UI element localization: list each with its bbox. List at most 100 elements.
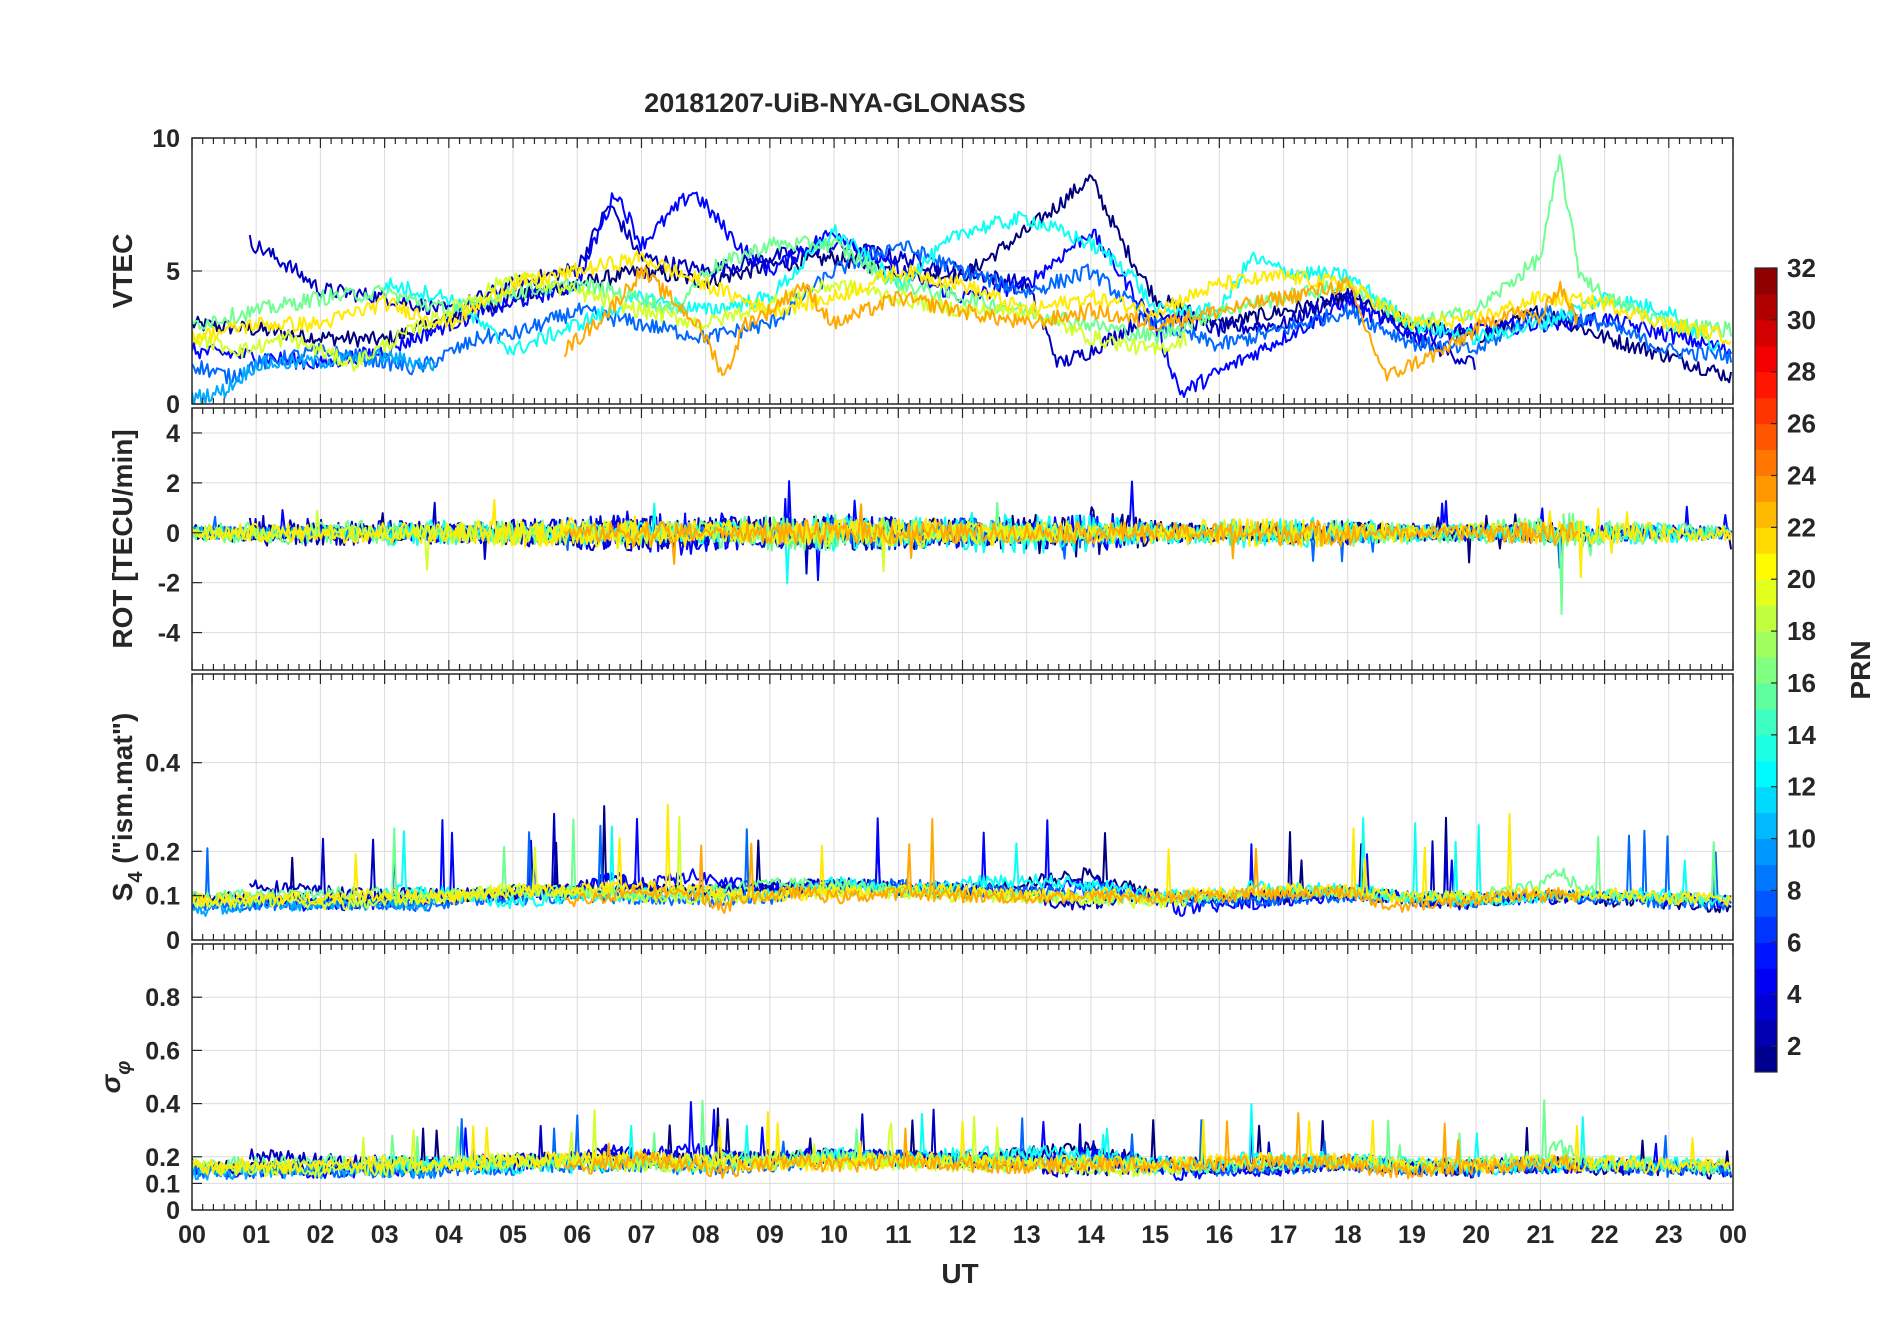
y-tick-label: -2 [158,570,180,598]
y-tick-label: 4 [166,420,180,448]
colorbar-tick-label: 32 [1787,253,1816,283]
colorbar-label: PRN [1845,640,1876,699]
colorbar-tick-label: 20 [1787,564,1816,594]
colorbar-segment [1755,319,1777,347]
colorbar-tick-label: 24 [1787,460,1816,490]
colorbar-segment [1755,838,1777,866]
colorbar-segment [1755,734,1777,762]
y-tick-label: 0 [166,1197,180,1225]
y-axis-label-main: σ [95,1073,126,1093]
x-tick-label: 13 [1013,1221,1041,1249]
x-axis-label: UT [941,1258,978,1289]
x-tick-label: 12 [949,1221,977,1249]
y-tick-label: 0.4 [145,1091,180,1119]
colorbar-tick-label: 26 [1787,409,1816,439]
series-line-prn-10 [192,348,436,404]
y-tick-label: 0.2 [145,1144,180,1172]
colorbar-frame [1754,267,1778,1073]
series-line-prn-13 [383,210,1721,356]
y-tick-label: 0 [166,391,180,419]
series-line-prn-23 [563,503,1579,565]
y-axis-label: VTEC [107,234,138,309]
series-group [192,480,1733,615]
y-tick-label: 10 [152,125,180,153]
colorbar-segment [1755,423,1777,451]
y-tick-label: 2 [166,470,180,498]
colorbar-tick-label: 12 [1787,772,1816,802]
x-tick-labels: 00 01 02 03 04 05 06 07 08 09 10 11 12 13 14 15 16 17 18 19… [178,1221,1747,1249]
colorbar-segment [1755,579,1777,606]
series-line-prn-21 [192,250,1732,345]
x-tick-label: 21 [1526,1221,1554,1249]
x-ticks [191,138,1734,404]
colorbar-segment [1755,553,1777,580]
y-tick-label: 0.1 [145,883,180,911]
x-ticks [191,944,1734,1210]
colorbar-segment [1755,682,1777,710]
x-tick-label: 14 [1077,1221,1105,1249]
x-ticks [191,674,1734,940]
colorbar-segment [1755,864,1777,891]
colorbar-segment [1755,631,1777,658]
colorbar-segment [1755,268,1777,295]
y-tick-label: 0.8 [145,984,180,1012]
x-tick-label: 01 [242,1221,270,1249]
y-tick-label: 0.1 [145,1170,180,1198]
x-tick-label: 00 [1719,1221,1747,1249]
x-tick-label: 18 [1334,1221,1362,1249]
colorbar-tick-label: 28 [1787,357,1816,387]
colorbar-segment [1755,293,1777,321]
x-tick-label: 08 [692,1221,720,1249]
series-line-prn-10 [192,1160,436,1181]
x-tick-label: 23 [1655,1221,1683,1249]
colorbar-tick-label: 10 [1787,824,1816,854]
colorbar-segment [1755,708,1777,736]
colorbar-segment [1755,605,1777,632]
series-line-prn-23 [564,818,1579,914]
colorbar-tick-label: 18 [1787,616,1816,646]
y-axis-label: S4 ("ism.mat") [107,713,147,902]
y-axis-label-sub: 4 [125,871,147,883]
series-line-prn-21 [192,1111,1732,1176]
chart-title: 20181207-UiB-NYA-GLONASS [644,88,1026,118]
y-tick-label: 0 [166,927,180,955]
series-line-prn-23 [563,1112,1579,1180]
x-tick-label: 02 [307,1221,335,1249]
colorbar-tick-label: 16 [1787,668,1816,698]
y-axis-label-sub: φ [113,1061,135,1075]
x-tick-label: 00 [178,1221,206,1249]
x-tick-label: 06 [563,1221,591,1249]
x-tick-label: 20 [1462,1221,1490,1249]
y-tick-label: 0.2 [145,838,180,866]
series-group [192,803,1732,917]
y-axis-label-rest: ("ism.mat") [107,713,138,872]
colorbar-segment [1755,1046,1777,1073]
colorbar-tick-label: 6 [1787,927,1801,957]
y-tick-label: 5 [166,258,180,286]
panel-3: 00.10.20.4S4 ("ism.mat") [107,673,1734,955]
colorbar-segment [1755,1020,1777,1047]
panel-1: 0 5 10 VTEC [107,125,1734,419]
series-line-prn-23 [563,266,1579,382]
series-line-prn-16 [192,154,1733,346]
colorbar-segment [1755,501,1777,528]
colorbar-segment [1755,397,1777,425]
panel-4: 00.10.2 0.4 0.6 0.8 σφ [95,943,1734,1225]
x-tick-label: 04 [435,1221,463,1249]
colorbar-segment [1755,527,1777,554]
x-tick-label: 17 [1270,1221,1298,1249]
colorbar-segment [1755,812,1777,840]
x-tick-label: 19 [1398,1221,1426,1249]
y-tick-label: 0.6 [145,1037,180,1065]
y-axis-label-main: S [107,883,138,902]
x-tick-label: 07 [628,1221,656,1249]
colorbar-segment [1755,449,1777,476]
y-tick-label: -4 [158,620,180,648]
x-tick-label: 09 [756,1221,784,1249]
colorbar-tick-label: 30 [1787,305,1816,335]
colorbar-segment [1755,786,1777,814]
